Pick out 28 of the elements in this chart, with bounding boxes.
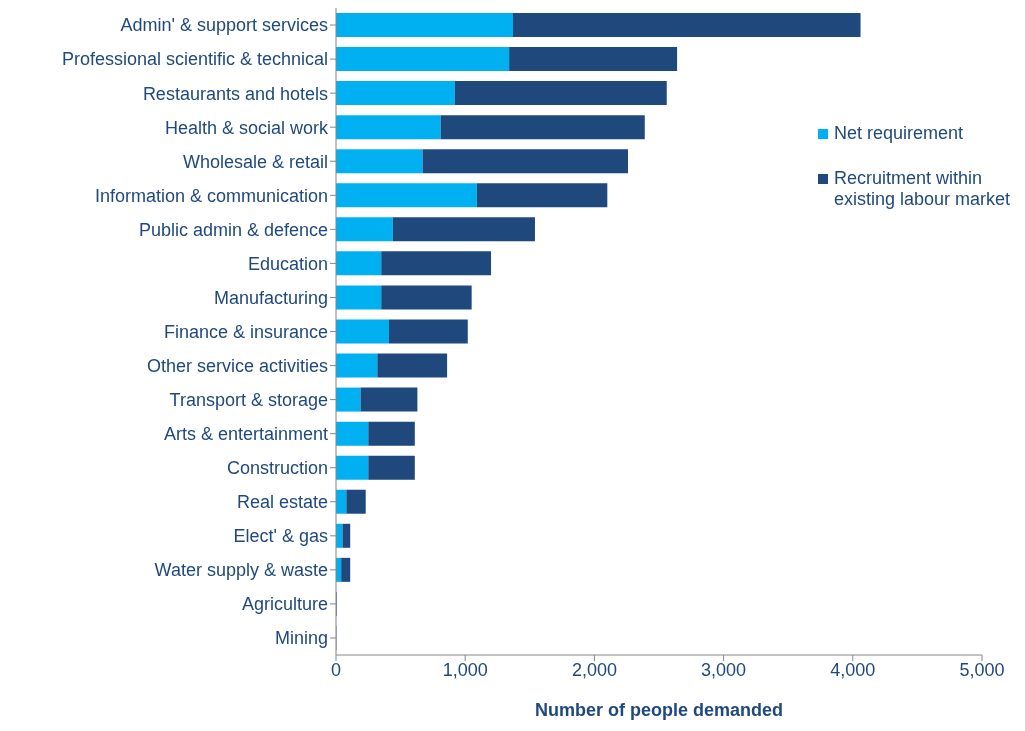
y-tick-label: Construction xyxy=(226,458,328,479)
x-tick-label: 0 xyxy=(330,659,342,680)
y-tick-label: Manufacturing xyxy=(213,287,328,308)
y-tick-label: Mining xyxy=(274,628,328,649)
y-tick-label: Wholesale & retail xyxy=(182,151,328,172)
x-tick-label: 5,000 xyxy=(959,659,1005,680)
y-tick-label: Information & communication xyxy=(94,185,328,206)
y-tick-label: Public admin & defence xyxy=(138,219,328,240)
y-tick-label: Elect' & gas xyxy=(233,526,328,547)
x-tick-label: 4,000 xyxy=(830,659,876,680)
y-tick-label: Transport & storage xyxy=(169,390,328,410)
legend-label: Net requirement xyxy=(834,123,964,144)
y-tick-label: Real estate xyxy=(236,492,328,513)
y-tick-label: Arts & entertainment xyxy=(163,424,328,445)
x-tick-label: 1,000 xyxy=(442,659,488,680)
x-tick-label: 2,000 xyxy=(571,659,617,680)
y-tick-label: Professional scientific & technical xyxy=(61,49,328,70)
y-tick-label: Restaurants and hotels xyxy=(142,83,328,104)
y-tick-label: Admin' & support services xyxy=(120,15,328,36)
y-tick-label: Finance & insurance xyxy=(163,321,328,342)
x-axis-title: Number of people demanded xyxy=(534,699,784,720)
x-tick-label: 3,000 xyxy=(701,659,747,680)
y-tick-label: Water supply & waste xyxy=(154,560,328,581)
y-tick-label: Agriculture xyxy=(241,594,328,615)
legend-label: Recruitment within existing labour market xyxy=(834,168,1012,210)
y-tick-label: Other service activities xyxy=(146,355,328,376)
y-tick-label: Health & social work xyxy=(164,117,329,138)
y-tick-label: Education xyxy=(247,253,328,274)
